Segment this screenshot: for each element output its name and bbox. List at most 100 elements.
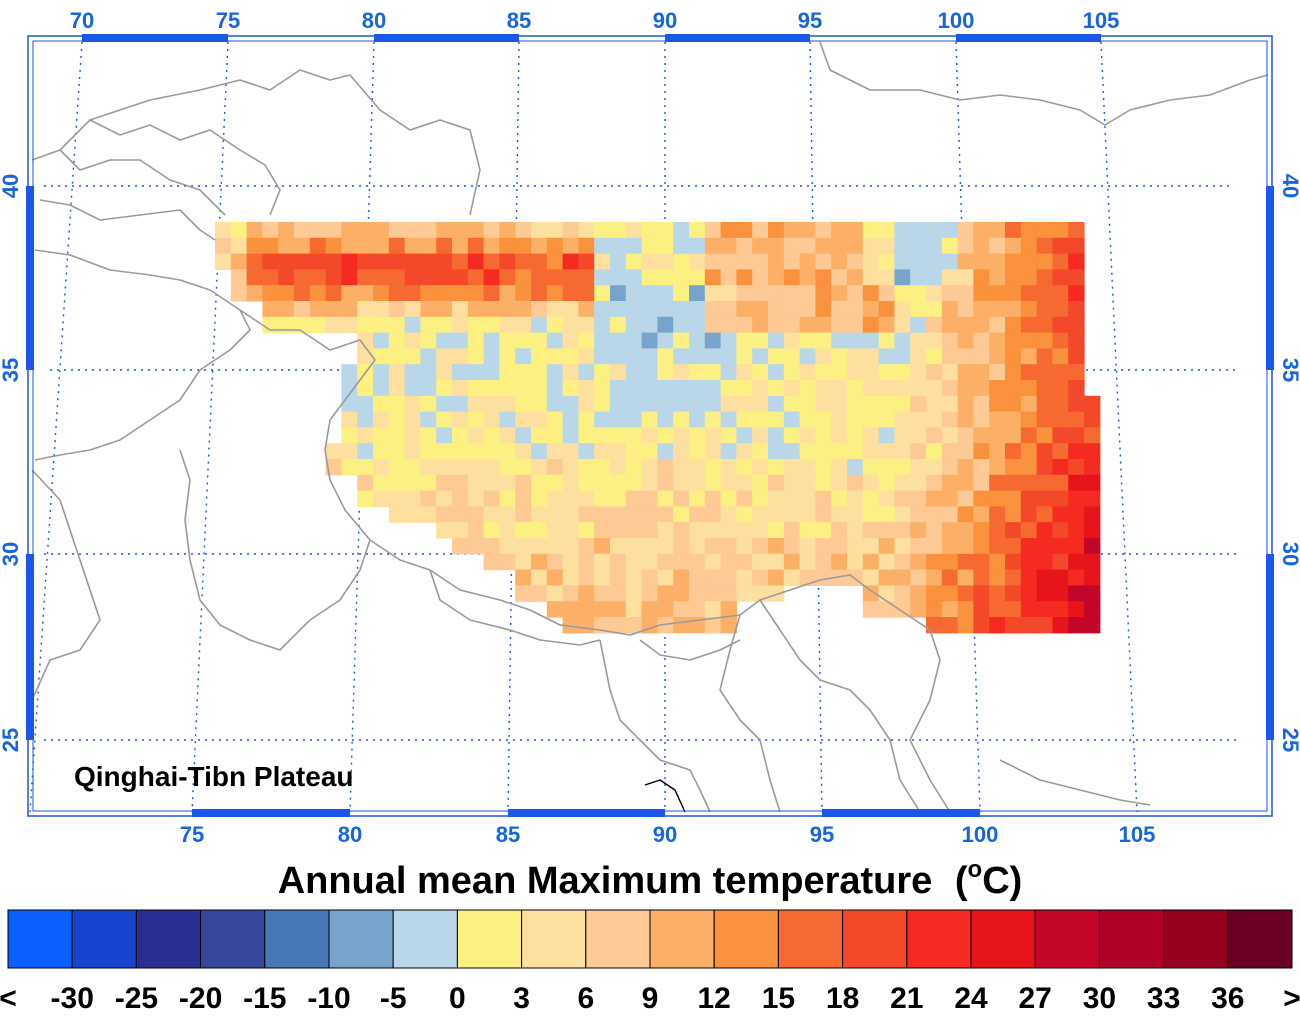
raster-cell — [768, 348, 785, 365]
raster-cell — [1052, 553, 1069, 571]
raster-cell — [736, 253, 753, 270]
raster-cell — [610, 253, 627, 270]
raster-cell — [404, 301, 421, 318]
raster-cell — [483, 269, 500, 286]
raster-cell — [736, 538, 753, 555]
raster-cell — [483, 380, 500, 397]
raster-cell — [546, 285, 564, 302]
raster-cell — [515, 380, 532, 397]
raster-cell — [1036, 585, 1053, 602]
raster-cell — [641, 553, 658, 571]
raster-cell — [1036, 459, 1053, 476]
raster-cell — [847, 285, 864, 302]
raster-cell — [673, 411, 690, 428]
raster-cell — [1068, 301, 1085, 318]
raster-cell — [578, 316, 595, 334]
raster-cell — [973, 411, 990, 428]
raster-cell — [957, 285, 974, 302]
raster-cell — [736, 348, 753, 365]
raster-cell — [689, 364, 706, 381]
raster-cell — [483, 490, 500, 507]
raster-cell — [815, 285, 832, 302]
raster-cell — [768, 443, 785, 460]
raster-cell — [862, 332, 880, 349]
raster-cell — [894, 585, 911, 602]
raster-cell — [278, 237, 295, 255]
raster-cell — [926, 538, 943, 555]
raster-cell — [768, 364, 785, 381]
raster-cell — [294, 253, 311, 270]
raster-cell — [1036, 601, 1053, 618]
raster-cell — [325, 253, 342, 270]
raster-cell — [862, 364, 880, 381]
raster-cell — [736, 490, 753, 507]
raster-cell — [673, 237, 690, 255]
raster-cell — [989, 538, 1006, 555]
raster-cell — [610, 601, 627, 618]
raster-cell — [1036, 411, 1053, 428]
raster-cell — [673, 506, 690, 523]
raster-cell — [910, 269, 927, 286]
raster-cell — [1068, 585, 1085, 602]
raster-cell — [831, 474, 848, 492]
lat-labels-left: 40 35 30 25 — [0, 174, 23, 752]
raster-cell — [452, 474, 469, 492]
colorbar-tick-label: -30 — [51, 982, 94, 1015]
raster-cell — [989, 332, 1006, 349]
raster-cell — [467, 506, 485, 523]
raster-cell — [610, 269, 627, 286]
raster-cell — [862, 569, 880, 586]
raster-cell — [531, 553, 548, 571]
raster-cell — [483, 237, 500, 255]
raster-cell — [483, 285, 500, 302]
raster-cell — [531, 411, 548, 428]
raster-cell — [546, 253, 564, 270]
colorbar-tick-label: > — [1283, 982, 1300, 1015]
raster-cell — [515, 222, 532, 239]
raster-cell — [752, 285, 769, 302]
raster-cell — [989, 380, 1006, 397]
raster-cell — [720, 538, 737, 555]
raster-cell — [1052, 459, 1069, 476]
raster-cell — [689, 348, 706, 365]
raster-cell — [673, 348, 690, 365]
raster-cell — [704, 285, 722, 302]
raster-cell — [673, 316, 690, 334]
lat-right-label: 35 — [1278, 358, 1300, 382]
raster-cell — [373, 253, 390, 270]
raster-cell — [799, 538, 816, 555]
raster-cell — [546, 490, 564, 507]
raster-cell — [325, 443, 342, 460]
raster-cell — [878, 222, 895, 239]
colorbar-tick-label: 27 — [1019, 982, 1052, 1015]
raster-cell — [878, 538, 895, 555]
raster-cell — [783, 364, 801, 381]
colorbar-swatch — [392, 909, 458, 969]
raster-cell — [625, 522, 643, 539]
raster-cell — [894, 395, 911, 413]
raster-cell — [341, 237, 358, 255]
raster-cell — [452, 443, 469, 460]
raster-cell — [1020, 522, 1038, 539]
raster-cell — [625, 585, 643, 602]
raster-cell — [736, 506, 753, 523]
colorbar-swatch — [264, 909, 330, 969]
raster-cell — [847, 490, 864, 507]
raster-cell — [515, 348, 532, 365]
raster-cell — [594, 269, 611, 286]
raster-cell — [436, 522, 453, 539]
raster-cell — [799, 332, 816, 349]
raster-cell — [625, 427, 643, 444]
raster-cell — [831, 427, 848, 444]
raster-cell — [878, 459, 895, 476]
raster-cell — [1084, 569, 1101, 586]
raster-cell — [1005, 364, 1022, 381]
raster-cell — [847, 348, 864, 365]
raster-cell — [578, 601, 595, 618]
raster-cell — [1036, 253, 1053, 270]
raster-cell — [594, 316, 611, 334]
raster-cell — [910, 411, 927, 428]
raster-cell — [894, 380, 911, 397]
raster-cell — [704, 538, 722, 555]
raster-cell — [752, 522, 769, 539]
